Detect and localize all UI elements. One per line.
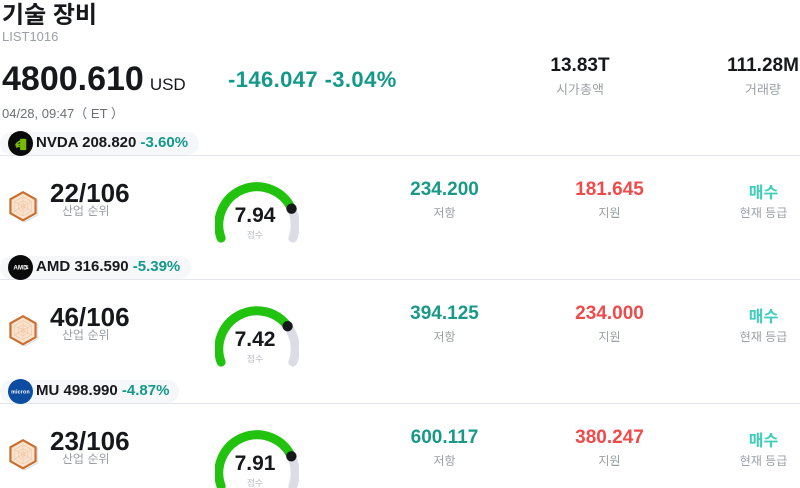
svg-text:micron: micron xyxy=(11,390,30,396)
